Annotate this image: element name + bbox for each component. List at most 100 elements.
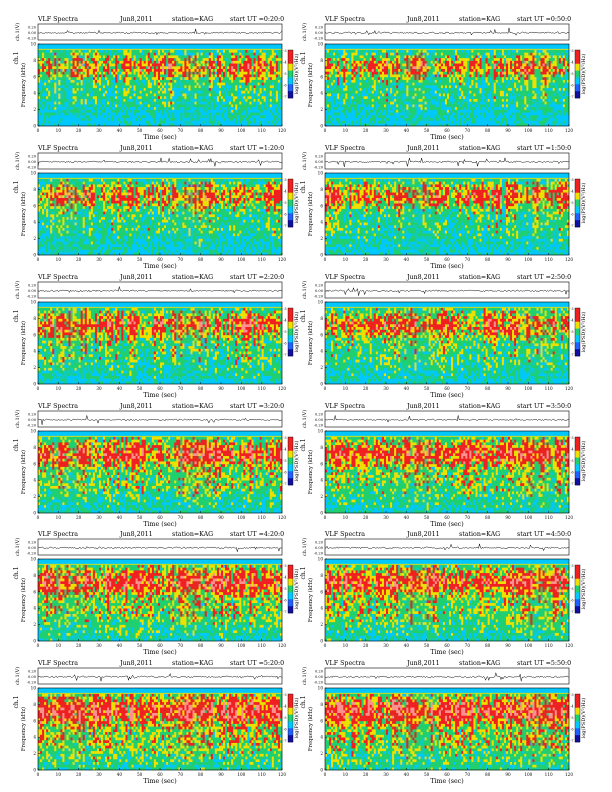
spectrogram-cell <box>107 96 109 99</box>
spectrogram-cell <box>58 121 60 124</box>
spectrogram-cell <box>101 82 103 85</box>
spectrogram-cell <box>38 52 40 55</box>
spectrogram-cell <box>66 107 68 110</box>
spectrogram-cell <box>58 52 60 55</box>
spectrogram-cell <box>44 110 46 113</box>
spectrogram-cell <box>66 104 68 107</box>
spectrogram-cell <box>81 74 83 77</box>
spectrogram-cell <box>101 88 103 91</box>
spectrogram-cell <box>52 55 54 58</box>
spectrogram-cell <box>42 107 44 110</box>
waveform-trace <box>38 29 282 35</box>
spectrogram-cell <box>83 77 85 80</box>
spectrogram-cell <box>62 110 64 113</box>
spectrogram-cell <box>103 88 105 91</box>
spectrogram-cell <box>79 101 81 104</box>
spectrogram-cell <box>97 82 99 85</box>
spectrogram-cell <box>54 96 56 99</box>
spectrogram-cell <box>56 101 58 104</box>
spectrogram-cell <box>66 99 68 102</box>
spectrogram-cell <box>83 96 85 99</box>
spectrogram-cell <box>66 85 68 88</box>
spectrogram-cell <box>101 72 103 75</box>
spectrogram-cell <box>48 96 50 99</box>
spectrogram-cell <box>69 110 71 113</box>
spectrogram-cell <box>52 50 54 53</box>
spectrogram-cell <box>113 118 115 121</box>
spectrogram-cell <box>50 112 52 115</box>
spectrogram-cell <box>93 55 95 58</box>
spectrogram-cell <box>85 85 87 88</box>
spectrogram-cell <box>95 69 97 72</box>
spectrogram-cell <box>62 91 64 94</box>
spectrogram-cell <box>93 58 95 61</box>
spectrogram-cell <box>58 99 60 102</box>
spectrogram-cell <box>103 93 105 96</box>
spectrogram-cell <box>48 74 50 77</box>
spectrogram-cell <box>62 50 64 53</box>
spectrogram-cell <box>109 63 111 66</box>
spectrogram-cell <box>99 74 101 77</box>
spectrogram-cell <box>85 121 87 124</box>
spectrogram-cell <box>62 80 64 83</box>
spectrogram-cell <box>99 110 101 113</box>
spectrogram-cell <box>48 52 50 55</box>
spectrogram-cell <box>95 72 97 75</box>
spectrogram-cell <box>83 82 85 85</box>
spectrogram-cell <box>85 72 87 75</box>
spectrogram-cell <box>85 107 87 110</box>
spectrogram-cell <box>109 82 111 85</box>
spectrogram-cell <box>54 77 56 80</box>
spectrogram-cell <box>73 85 75 88</box>
spectrogram-cell <box>75 121 77 124</box>
spectrogram-cell <box>79 121 81 124</box>
spectrogram-cell <box>101 52 103 55</box>
spectrogram-cell <box>60 80 62 83</box>
spectrogram-cell <box>95 93 97 96</box>
spectrogram-cell <box>69 118 71 121</box>
spectrogram-cell <box>75 50 77 53</box>
spectrogram-cell <box>40 55 42 58</box>
spectrogram-cell <box>85 115 87 118</box>
spectrogram-cell <box>71 107 73 110</box>
spectrogram-cell <box>91 80 93 83</box>
spectrogram-cell <box>99 93 101 96</box>
spectrogram-cell <box>89 82 91 85</box>
spectrogram-cell <box>52 121 54 124</box>
spectrogram-cell <box>83 115 85 118</box>
spectrogram-cell <box>79 115 81 118</box>
spectrogram-cell <box>66 69 68 72</box>
spectrogram-cell <box>54 115 56 118</box>
spectrogram-cell <box>56 112 58 115</box>
spectrogram-cell <box>60 85 62 88</box>
spectrogram-cell <box>89 91 91 94</box>
spectrogram-cell <box>42 58 44 61</box>
spectrogram-cell <box>50 61 52 64</box>
spectrogram-cell <box>87 115 89 118</box>
spectrogram-cell <box>109 66 111 69</box>
spectrogram-cell <box>44 118 46 121</box>
spectrogram-cell <box>95 88 97 91</box>
spectrogram-cell <box>81 101 83 104</box>
spectrogram-cell <box>56 91 58 94</box>
spectrogram-cell <box>97 72 99 75</box>
spectrogram-cell <box>83 85 85 88</box>
spectrogram-cell <box>109 74 111 77</box>
spectrogram-cell <box>113 110 115 113</box>
spectrogram-cell <box>50 85 52 88</box>
spectrogram-cell <box>73 99 75 102</box>
spectrogram-cell <box>62 112 64 115</box>
spectrogram-cell <box>42 82 44 85</box>
spectrogram-cell <box>69 115 71 118</box>
spectrogram-cell <box>50 118 52 121</box>
spectrogram-cell <box>95 99 97 102</box>
spectrogram-cell <box>46 63 48 66</box>
spectrogram-cell <box>79 93 81 96</box>
spectrogram-cell <box>52 85 54 88</box>
spectrogram-cell <box>97 55 99 58</box>
spectrogram-cell <box>83 112 85 115</box>
spectrogram-cell <box>73 58 75 61</box>
spectrogram-cell <box>48 115 50 118</box>
spectrogram-cell <box>105 93 107 96</box>
spectrogram-cell <box>85 101 87 104</box>
